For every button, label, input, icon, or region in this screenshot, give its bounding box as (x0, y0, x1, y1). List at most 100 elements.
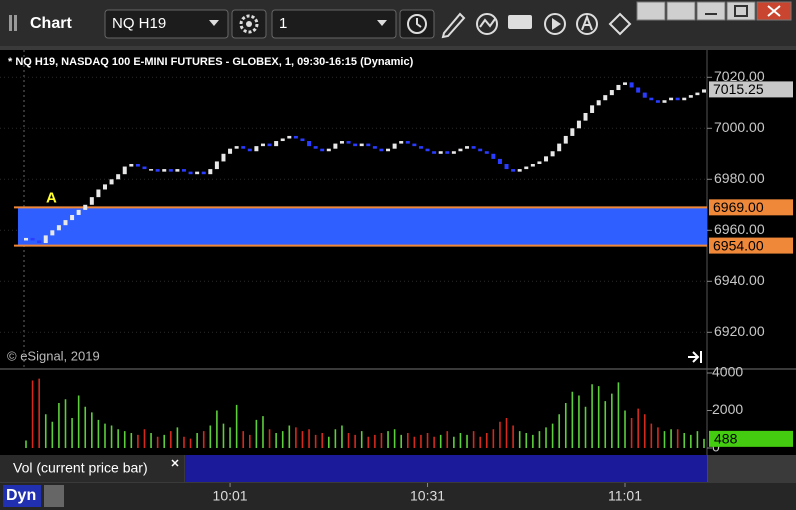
pin-button[interactable] (636, 1, 666, 21)
window-title: Chart (30, 15, 72, 32)
y-tick-label: 6960.00 (714, 221, 765, 237)
study-tool[interactable] (476, 13, 498, 35)
candle-body (214, 161, 219, 170)
dropdown-arrow[interactable] (377, 20, 387, 26)
candle-body (109, 179, 114, 185)
volume-bar (130, 433, 133, 448)
time-axis (0, 483, 796, 510)
volume-bar (341, 425, 343, 448)
annotation: A (46, 189, 57, 206)
candle-body (320, 148, 325, 152)
alert-tool[interactable] (576, 13, 598, 35)
remove-study[interactable] (171, 459, 179, 467)
volume-bar (202, 431, 205, 448)
candle-body (326, 148, 331, 152)
x-tick-label: 10:01 (213, 488, 248, 504)
interval-box[interactable] (271, 9, 397, 39)
volume-bar (84, 406, 87, 448)
link-tool[interactable] (608, 12, 632, 36)
volume-bar (433, 436, 435, 448)
volume-bar (38, 378, 40, 448)
volume-bar (380, 433, 383, 448)
candle-body (149, 169, 154, 171)
candle-body (228, 148, 233, 154)
volume-bar (571, 391, 574, 448)
volume-bar (288, 425, 291, 448)
candle-body (307, 141, 312, 147)
volume-bar (518, 431, 521, 448)
candle-body (280, 138, 285, 142)
volume-bar (209, 425, 212, 448)
candle-body (623, 82, 628, 85)
y-tick-label: 7020.00 (714, 68, 765, 84)
candle-body (616, 84, 621, 91)
volume-panel (0, 370, 707, 455)
zone (18, 207, 707, 246)
mode-box[interactable] (3, 485, 41, 507)
mode[interactable]: Dyn (6, 487, 36, 504)
volume-bar (564, 403, 567, 448)
volume-bar (242, 431, 245, 448)
volume-bar (268, 429, 271, 448)
interval[interactable]: 1 (279, 15, 287, 32)
draw-tool[interactable] (441, 12, 466, 39)
y-tick-label: 4000 (712, 364, 743, 380)
restore-button[interactable] (666, 1, 696, 21)
candle-body (544, 156, 549, 162)
volume-bar (624, 410, 626, 448)
y-tick-label: 6920.00 (714, 323, 765, 339)
scroll-end[interactable] (688, 351, 702, 363)
maximize-button[interactable] (726, 1, 756, 21)
last-volume: 488 (714, 431, 738, 447)
candle-body (491, 153, 496, 159)
volume-bar (374, 434, 376, 448)
volume-bar (650, 423, 653, 448)
volume-bar (558, 414, 560, 448)
candle-body (392, 143, 397, 149)
play-tool[interactable] (544, 13, 566, 35)
last-price-box (709, 81, 793, 98)
volume-bar (77, 395, 80, 448)
candle-body (162, 169, 167, 172)
volume-bar (676, 429, 679, 448)
volume-bar (611, 393, 613, 448)
symbol[interactable]: NQ H19 (112, 15, 166, 32)
minimize-button[interactable] (696, 1, 726, 21)
volume-bar (281, 431, 284, 448)
lock-button[interactable] (44, 485, 64, 507)
candle-body (359, 143, 364, 147)
symbol-box[interactable] (104, 9, 229, 39)
volume-bar (58, 403, 60, 448)
alert-icon (581, 14, 593, 31)
volume-bar (690, 434, 692, 448)
y-tick-label: 6940.00 (714, 272, 765, 288)
candle-body (102, 184, 107, 190)
candle-body (445, 151, 450, 154)
volume-bar (347, 433, 350, 448)
volume-bar (235, 404, 238, 448)
study-title: Vol (current price bar) (13, 460, 148, 476)
x-tick-label: 10:31 (410, 488, 445, 504)
candle-body (142, 166, 147, 170)
study-legend (0, 455, 184, 482)
grip (14, 15, 17, 31)
volume-bar (51, 421, 54, 448)
candle-body (155, 169, 160, 172)
get-tool[interactable] (508, 15, 532, 29)
candle-body (412, 143, 417, 147)
dropdown-arrow[interactable] (209, 20, 219, 26)
candle-body (465, 146, 470, 149)
grip (9, 15, 12, 31)
volume-bar (150, 433, 152, 448)
volume-bar (255, 419, 258, 448)
volume-bar (591, 384, 593, 448)
candle-body (557, 143, 562, 152)
volume-bar (420, 434, 422, 448)
volume-bar (479, 436, 481, 448)
candle-body (208, 169, 213, 175)
volume-bar (459, 433, 462, 448)
volume-bar (499, 421, 501, 448)
candle-body (122, 166, 127, 175)
candle-body (181, 169, 186, 172)
